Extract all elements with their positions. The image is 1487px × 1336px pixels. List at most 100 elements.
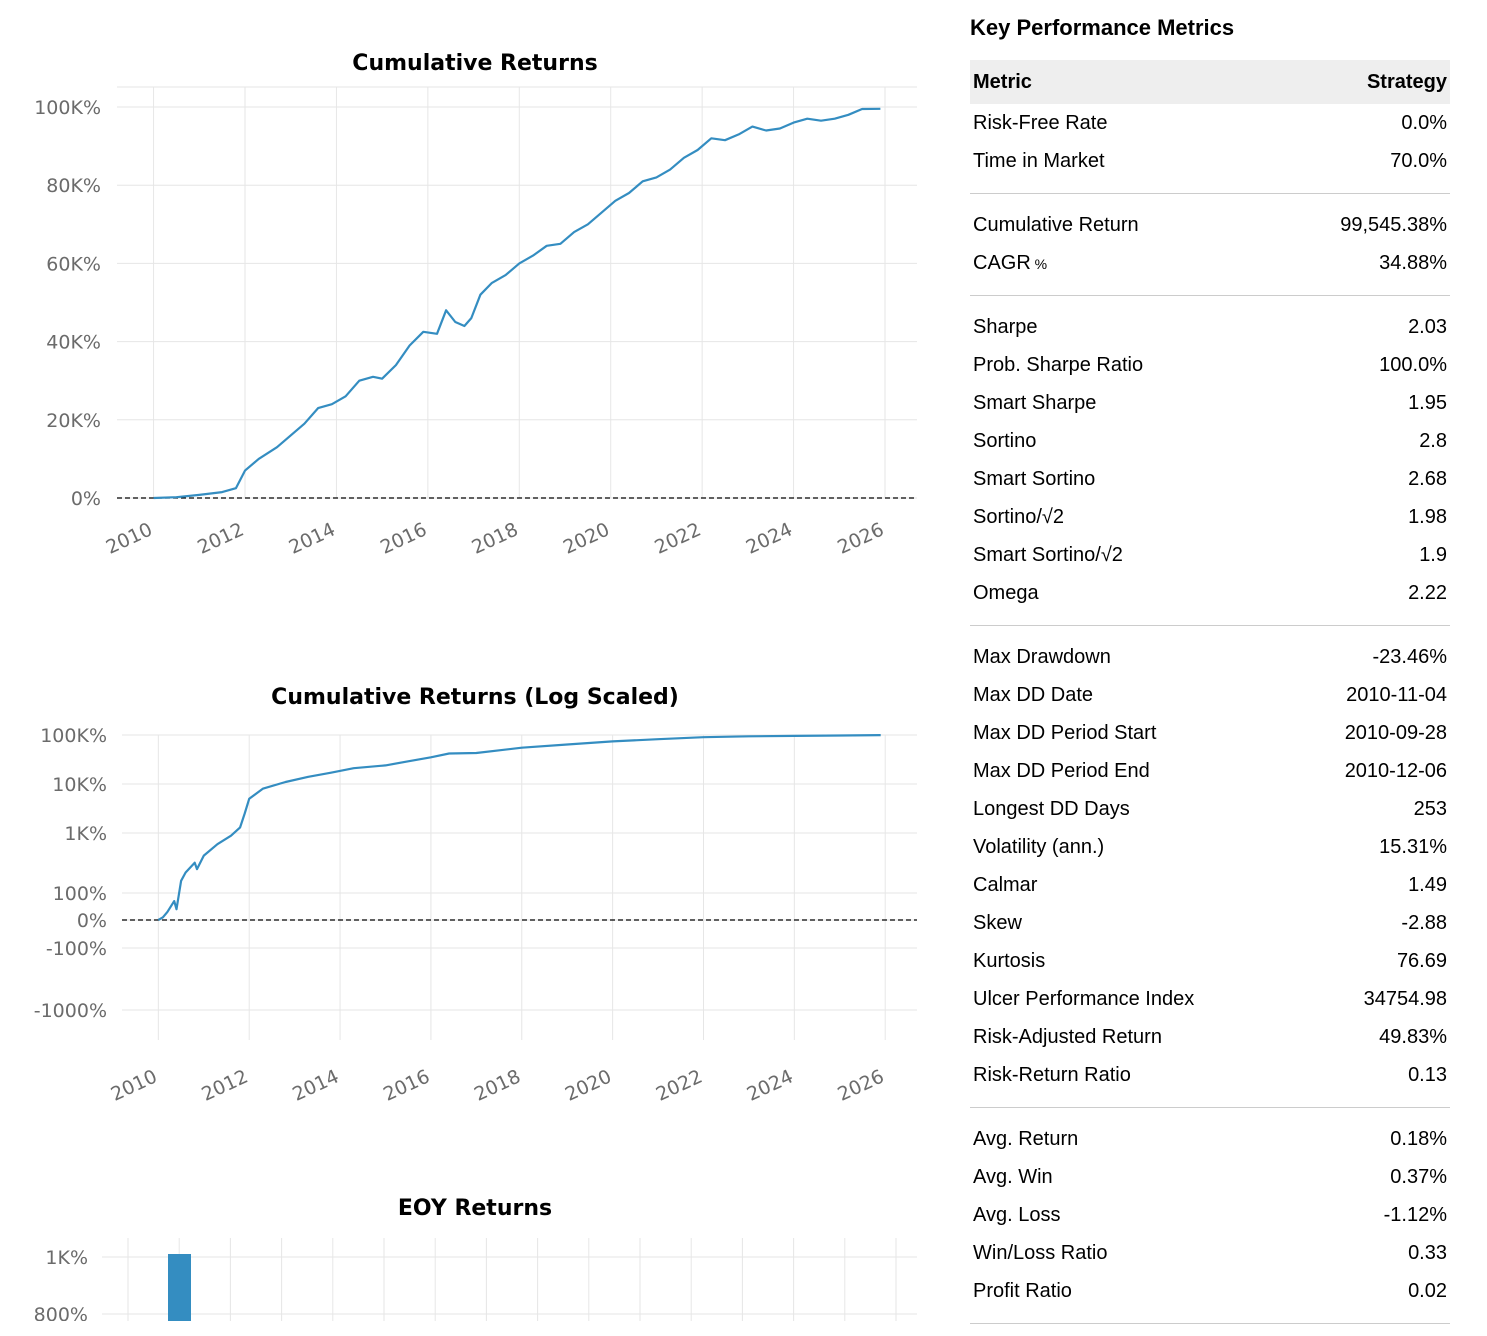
y-tick-label: 100K%	[40, 725, 107, 747]
metric-name: Sortino	[973, 429, 1037, 452]
table-row: Avg. Loss -1.12%	[970, 1196, 1450, 1234]
metric-name: Smart Sortino/√2	[973, 543, 1123, 566]
table-row: Profit Ratio 0.02	[970, 1272, 1450, 1310]
metric-name: Smart Sortino	[973, 467, 1096, 490]
x-tick-label: 2024	[743, 518, 796, 558]
table-row: Time in Market 70.0%	[970, 142, 1450, 180]
metric-value: 49.83%	[1379, 1025, 1447, 1048]
metric-name: Calmar	[973, 873, 1038, 896]
y-tick-label: -1000%	[34, 1000, 107, 1022]
x-axis: 2010 2012 2014 2016 2018 2020 2022 2024 2026	[108, 1065, 888, 1105]
metric-name: Risk-Free Rate	[973, 111, 1108, 134]
table-row: Max DD Date 2010-11-04	[970, 676, 1450, 714]
table-row: Skew -2.88	[970, 904, 1450, 942]
x-tick-label: 2026	[834, 1065, 887, 1105]
metric-value: 34.88%	[1379, 251, 1447, 274]
table-row: Win/Loss Ratio 0.33	[970, 1234, 1450, 1272]
metric-value: -2.88	[1401, 911, 1447, 934]
table-row: Risk-Return Ratio 0.13	[970, 1056, 1450, 1094]
bars	[168, 1254, 191, 1321]
metric-value: 2010-11-04	[1346, 683, 1447, 706]
metric-value: 2.22	[1408, 581, 1447, 604]
strategy-column-header: Strategy	[1290, 60, 1450, 104]
metric-value: 0.02	[1408, 1279, 1447, 1302]
metric-name: Sortino/√2	[973, 505, 1065, 528]
table-row: Smart Sharpe 1.95	[970, 384, 1450, 422]
x-tick-label: 2018	[471, 1065, 524, 1105]
metric-name: Max Drawdown	[973, 645, 1111, 668]
table-row: Max DD Period Start 2010-09-28	[970, 714, 1450, 752]
chart-title: EOY Returns	[398, 1196, 552, 1221]
table-row: Cumulative Return 99,545.38%	[970, 206, 1450, 244]
y-tick-label: 0%	[71, 488, 101, 510]
eoy-returns-svg: EOY Returns 800% 1K%	[34, 1196, 917, 1321]
metric-name: Max DD Period Start	[973, 721, 1157, 744]
x-tick-label: 2016	[377, 518, 430, 558]
y-tick-label: 40K%	[46, 332, 101, 354]
metric-value: 0.13	[1408, 1063, 1447, 1086]
y-tick-label: 1K%	[45, 1247, 88, 1269]
metric-value: 0.0%	[1401, 111, 1447, 134]
x-tick-label: 2026	[834, 518, 887, 558]
table-row: Sharpe 2.03	[970, 308, 1450, 346]
divider-line	[970, 192, 1450, 194]
metric-name: Prob. Sharpe Ratio	[973, 353, 1144, 376]
table-row: Sortino/√2 1.98	[970, 498, 1450, 536]
table-row: Risk-Free Rate 0.0%	[970, 104, 1450, 142]
x-tick-label: 2014	[286, 518, 339, 558]
metrics-table: Metric Strategy Risk-Free Rate 0.0% Time i…	[970, 60, 1450, 1336]
divider-line	[970, 294, 1450, 296]
divider-cell	[970, 282, 1450, 308]
table-row: Avg. Win 0.37%	[970, 1158, 1450, 1196]
metric-value: 15.31%	[1379, 835, 1447, 858]
metric-value: 99,545.38%	[1340, 213, 1447, 236]
metric-name: Smart Sharpe	[973, 391, 1097, 414]
metric-value: 1.49	[1408, 873, 1447, 896]
metric-name: Omega	[973, 581, 1039, 604]
grid	[102, 1238, 917, 1321]
table-row: Prob. Sharpe Ratio 100.0%	[970, 346, 1450, 384]
metric-value: 0.33	[1408, 1241, 1447, 1264]
metric-value: 253	[1413, 797, 1447, 820]
divider-line	[970, 1322, 1450, 1324]
grid	[122, 734, 917, 1040]
metric-name: Volatility (ann.)	[973, 835, 1105, 858]
metric-name: Avg. Loss	[973, 1203, 1061, 1226]
x-tick-label: 2014	[289, 1065, 342, 1105]
eoy-returns-chart: EOY Returns 800% 1K%	[0, 1180, 940, 1321]
y-tick-label: -100%	[46, 938, 107, 960]
x-tick-label: 2012	[198, 1065, 251, 1105]
section-divider	[970, 282, 1450, 308]
table-row: Kurtosis 76.69	[970, 942, 1450, 980]
table-row: Calmar 1.49	[970, 866, 1450, 904]
divider-cell	[970, 1094, 1450, 1120]
x-tick-label: 2018	[468, 518, 521, 558]
metrics-panel: Key Performance Metrics Metric Strategy …	[970, 0, 1450, 1336]
metric-column-header: Metric	[970, 60, 1291, 104]
metric-value: 0.37%	[1390, 1165, 1447, 1188]
table-row: Volatility (ann.) 15.31%	[970, 828, 1450, 866]
metric-value: 1.98	[1408, 505, 1447, 528]
x-tick-label: 2012	[194, 518, 247, 558]
series-line	[153, 107, 881, 500]
cumulative-returns-svg: Cumulative Returns 0% 20K% 40K% 60K% 80K% 100…	[34, 51, 917, 559]
metric-unit: %	[1030, 255, 1048, 272]
y-tick-label: 1K%	[64, 823, 107, 845]
y-tick-label: 20K%	[46, 410, 101, 432]
metric-value: -1.12%	[1383, 1203, 1447, 1226]
table-row: Max Drawdown -23.46%	[970, 638, 1450, 676]
metric-name: Risk-Adjusted Return	[973, 1025, 1162, 1048]
cumulative-returns-log-svg: Cumulative Returns (Log Scaled) -1000% -1…	[34, 685, 917, 1106]
x-tick-label: 2020	[560, 518, 613, 558]
grid	[117, 86, 917, 499]
section-divider	[970, 1094, 1450, 1120]
table-header: Metric Strategy	[970, 60, 1450, 104]
y-tick-label: 10K%	[52, 774, 107, 796]
bar	[168, 1254, 191, 1321]
table-row: Avg. Return 0.18%	[970, 1120, 1450, 1158]
chart-title: Cumulative Returns (Log Scaled)	[271, 685, 679, 710]
metric-name: Time in Market	[973, 149, 1105, 172]
y-tick-label: 100K%	[34, 97, 101, 119]
metric-name: CAGR %	[973, 251, 1048, 274]
y-axis: -1000% -100% 0% 100% 1K% 10K% 100K%	[34, 725, 107, 1022]
